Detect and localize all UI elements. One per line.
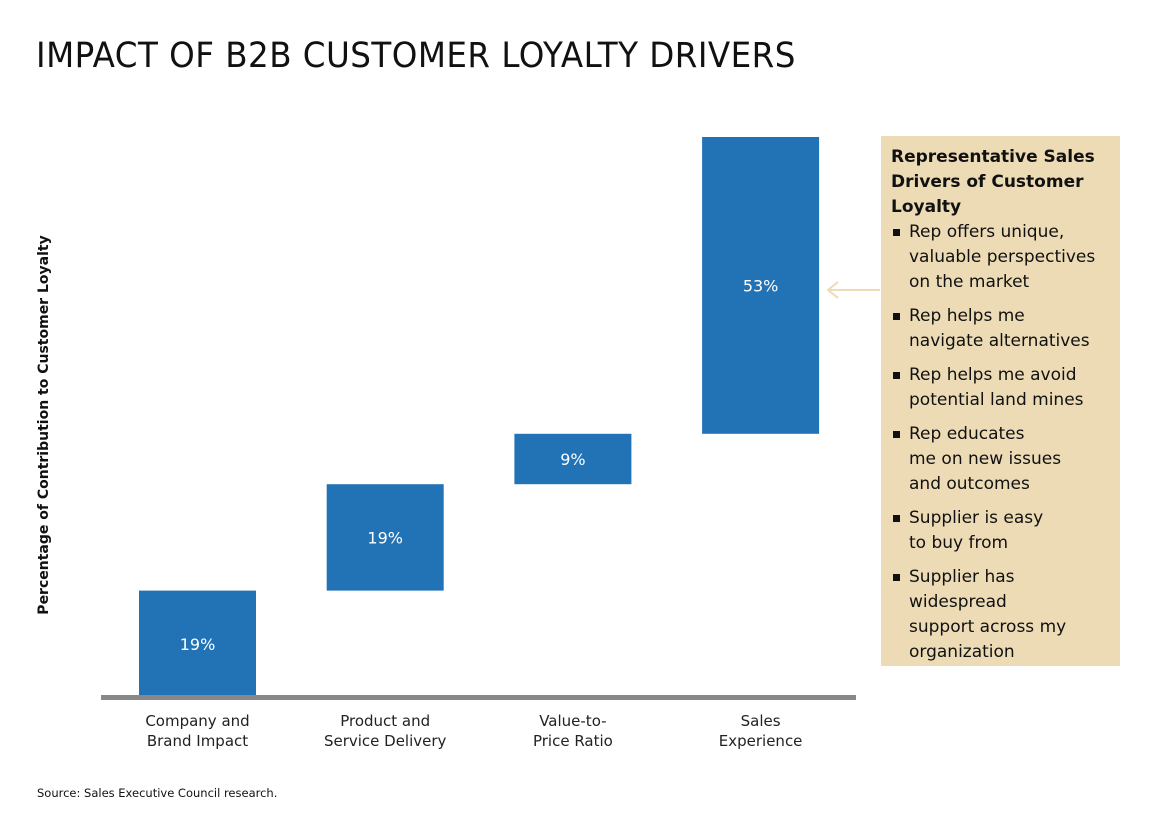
callout-item: Supplier is easy to buy from xyxy=(891,506,1112,556)
callout-item: Rep educates me on new issues and outcom… xyxy=(891,422,1112,497)
callout-box: Representative Sales Drivers of Customer… xyxy=(881,136,1120,666)
bullet-square-icon xyxy=(893,313,900,320)
data-label-2: 9% xyxy=(560,450,585,469)
callout-item: Rep offers unique, valuable perspectives… xyxy=(891,220,1112,295)
callout-item-text: Supplier has widespread support across m… xyxy=(909,567,1067,662)
x-tick-label-2: Value-to- Price Ratio xyxy=(532,712,613,750)
source-note: Source: Sales Executive Council research… xyxy=(37,786,278,800)
callout-title: Representative Sales Drivers of Customer… xyxy=(891,147,1095,217)
x-tick-label-0: Company and Brand Impact xyxy=(145,712,250,750)
x-tick-label-1: Product and Service Delivery xyxy=(323,712,447,750)
page-title: IMPACT OF B2B CUSTOMER LOYALTY DRIVERS xyxy=(36,36,796,76)
callout-item: Rep helps me avoid potential land mines xyxy=(891,363,1112,413)
data-label-0: 19% xyxy=(180,635,216,654)
bar-1 xyxy=(326,484,444,591)
y-axis-label: Percentage of Contribution to Customer L… xyxy=(36,235,52,615)
bullet-square-icon xyxy=(893,372,900,379)
bullet-square-icon xyxy=(893,574,900,581)
callout-item: Supplier has widespread support across m… xyxy=(891,565,1112,665)
bar-2 xyxy=(514,433,632,485)
callout-item-text: Rep educates me on new issues and outcom… xyxy=(909,424,1062,494)
data-label-3: 53% xyxy=(743,276,779,295)
bullet-square-icon xyxy=(893,431,900,438)
data-label-1: 19% xyxy=(367,528,403,547)
bullet-square-icon xyxy=(893,515,900,522)
callout-item-text: Rep helps me navigate alternatives xyxy=(909,306,1090,351)
callout-item-text: Supplier is easy to buy from xyxy=(909,508,1044,553)
callout-item-text: Rep offers unique, valuable perspectives… xyxy=(909,222,1096,292)
bar-0 xyxy=(139,590,256,697)
bullet-square-icon xyxy=(893,229,900,236)
bar-3 xyxy=(702,137,820,434)
callout-item-text: Rep helps me avoid potential land mines xyxy=(909,365,1084,410)
x-axis-line xyxy=(101,695,856,700)
callout-item: Rep helps me navigate alternatives xyxy=(891,304,1112,354)
x-tick-label-3: Sales Experience xyxy=(718,712,803,750)
arrow-head-icon xyxy=(826,281,839,299)
